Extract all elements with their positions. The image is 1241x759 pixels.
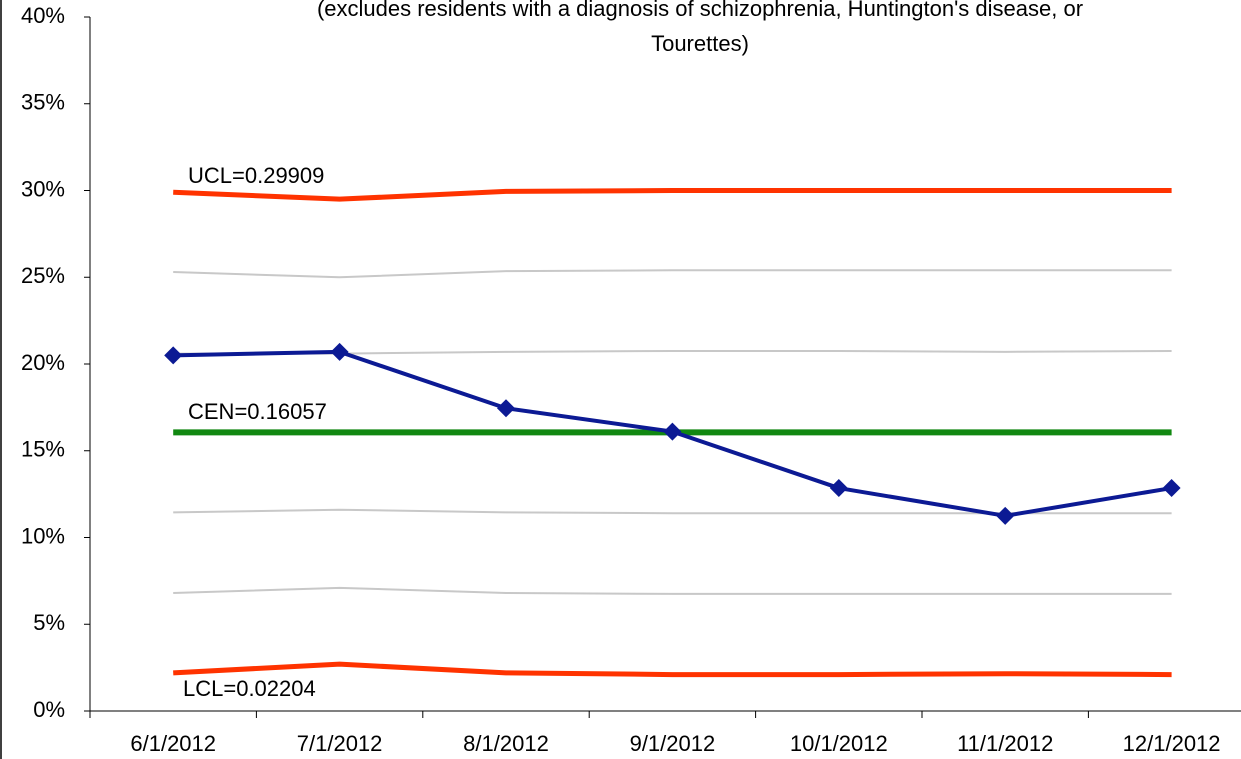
y-tick-label: 0% — [33, 697, 65, 722]
y-tick-label: 30% — [21, 176, 65, 201]
annotation: UCL=0.29909 — [188, 163, 324, 188]
series-line — [173, 269, 1172, 279]
y-tick-label: 40% — [21, 3, 65, 28]
data-point — [164, 346, 183, 365]
series-line — [173, 661, 1172, 678]
x-tick-label: 8/1/2012 — [463, 731, 549, 756]
y-tick-label: 10% — [21, 523, 65, 548]
data-point — [330, 342, 349, 361]
x-tick-label: 9/1/2012 — [630, 731, 716, 756]
data-point — [829, 479, 848, 498]
y-tick-label: 5% — [33, 610, 65, 635]
series-line — [173, 586, 1172, 595]
x-tick-label: 10/1/2012 — [790, 731, 888, 756]
series-line — [173, 188, 1172, 202]
annotation: LCL=0.02204 — [183, 676, 316, 701]
x-tick-label: 11/1/2012 — [957, 731, 1053, 756]
data-point — [497, 399, 515, 418]
data-point — [663, 422, 682, 441]
data-point — [996, 506, 1015, 525]
x-tick-label: 6/1/2012 — [130, 731, 216, 756]
chart-subtitle: Tourettes) — [651, 31, 749, 56]
x-tick-label: 7/1/2012 — [297, 731, 383, 756]
y-tick-label: 25% — [21, 263, 65, 288]
y-tick-label: 20% — [21, 350, 65, 375]
chart-subtitle: (excludes residents with a diagnosis of … — [317, 0, 1083, 21]
y-tick-label: 35% — [21, 90, 65, 115]
annotation: CEN=0.16057 — [188, 399, 327, 424]
data-point — [1162, 479, 1181, 498]
x-tick-label: 12/1/2012 — [1123, 731, 1221, 756]
y-tick-label: 15% — [21, 437, 65, 462]
